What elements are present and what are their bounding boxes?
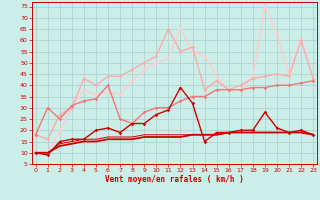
X-axis label: Vent moyen/en rafales ( km/h ): Vent moyen/en rafales ( km/h ) bbox=[105, 175, 244, 184]
